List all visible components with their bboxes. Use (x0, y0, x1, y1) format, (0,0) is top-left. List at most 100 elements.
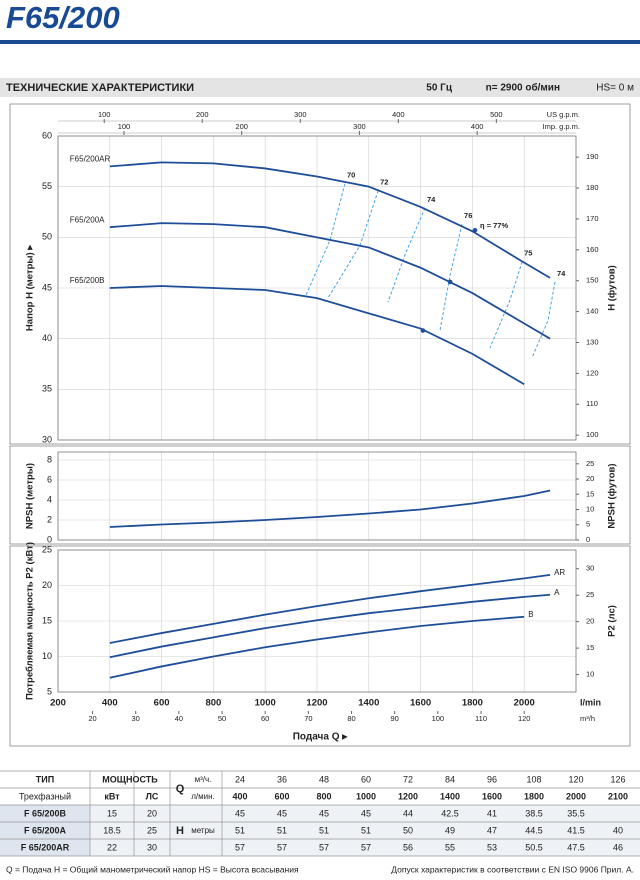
top-tick-label: 300 (294, 110, 307, 119)
y2-tick-label: 160 (586, 245, 599, 254)
efficiency-line (387, 207, 426, 303)
y-axis-title: Потребляемая мощность P2 (кВт) (25, 542, 36, 700)
column-header: л/мин. (191, 792, 215, 801)
x-tick-label: 1600 (410, 698, 431, 709)
head-value: 49 (445, 825, 455, 835)
curve-label: F65/200A (70, 215, 105, 224)
head-value: 45 (235, 808, 245, 818)
bottom-tick-label: 80 (347, 714, 355, 723)
power-kw: 15 (107, 808, 117, 818)
y-axis-title: NPSH (метры) (25, 463, 36, 529)
x-tick-label: 2000 (514, 698, 535, 709)
bep-point (472, 227, 478, 233)
x-tick-label: 200 (50, 698, 66, 709)
panel (9, 545, 631, 747)
efficiency-label: 74 (427, 195, 436, 204)
curve (109, 593, 551, 659)
top-tick-label: 100 (98, 110, 111, 119)
head-value: 51 (235, 825, 245, 835)
y-tick-label: 25 (42, 544, 52, 554)
head-value: 53 (487, 842, 497, 852)
top-axis-title: Imp. g.p.m. (542, 122, 580, 131)
head-value: 42.5 (441, 808, 459, 818)
efficiency-line (304, 183, 346, 298)
y-tick-label: 30 (42, 434, 52, 444)
flow-m3h: 96 (487, 774, 497, 784)
flow-lmin: 2100 (608, 791, 628, 801)
curve-label: AR (554, 568, 565, 577)
head-value: 45 (319, 808, 329, 818)
flow-m3h: 126 (610, 774, 625, 784)
head-value: 40 (613, 825, 623, 835)
y-tick-label: 4 (47, 494, 52, 504)
bottom-tick-label: 110 (475, 714, 487, 723)
panel (9, 445, 631, 545)
efficiency-label: 70 (347, 171, 355, 180)
efficiency-line (439, 224, 463, 331)
bottom-tick-label: 90 (391, 714, 399, 723)
y2-axis-title: H (футов) (607, 265, 618, 311)
head-value: 35.5 (567, 808, 585, 818)
top-tick-label: 500 (490, 110, 503, 119)
head-value: 51 (277, 825, 287, 835)
footer-right: Допуск характеристик в соответствии с EN… (391, 864, 634, 874)
flow-lmin: 1800 (524, 791, 544, 801)
y2-tick-label: 5 (586, 520, 590, 529)
top-tick-label: 300 (353, 122, 366, 131)
y2-tick-label: 170 (586, 214, 599, 223)
head-value: 57 (319, 842, 329, 852)
head-value: 45 (361, 808, 371, 818)
efficiency-label: 74 (557, 269, 566, 278)
bottom-tick-label: 100 (432, 714, 445, 723)
speed: n= 2900 об/мин (486, 82, 560, 94)
pump-type: F 65/200A (24, 825, 67, 835)
head-value: 50.5 (525, 842, 543, 852)
flow-m3h: 108 (526, 774, 541, 784)
x-tick-label: 1400 (358, 698, 379, 709)
flow-lmin: 1000 (356, 791, 376, 801)
bottom-axis-unit: m³/h (580, 714, 595, 723)
y2-axis-title: P2 (лс) (607, 605, 618, 637)
column-header: метры (191, 826, 215, 835)
y-tick-label: 5 (47, 686, 52, 696)
y-tick-label: 50 (42, 232, 52, 242)
head-value: 50 (403, 825, 413, 835)
y-tick-label: 40 (42, 333, 52, 343)
x-tick-label: 1000 (255, 698, 276, 709)
power-hp: 20 (147, 808, 157, 818)
curve-label: A (554, 588, 560, 597)
flow-m3h: 24 (235, 774, 245, 784)
title-bar (0, 40, 640, 44)
flow-m3h: 48 (319, 774, 329, 784)
y2-axis-title: NPSH (футов) (607, 463, 618, 528)
flow-m3h: 84 (445, 774, 455, 784)
efficiency-line (489, 261, 523, 348)
y-tick-label: 0 (47, 534, 52, 544)
x-axis-title: Подача Q ▸ (293, 732, 349, 743)
head-value: 56 (403, 842, 413, 852)
y2-tick-label: 190 (586, 152, 599, 161)
y-tick-label: 15 (42, 615, 52, 625)
y2-tick-label: 0 (586, 535, 590, 544)
table-bg (0, 805, 90, 856)
y-tick-label: 2 (47, 514, 52, 524)
bottom-tick-label: 60 (261, 714, 269, 723)
y2-tick-label: 10 (586, 670, 594, 679)
flow-m3h: 60 (361, 774, 371, 784)
efficiency-label: 75 (524, 249, 532, 258)
power-kw: 22 (107, 842, 117, 852)
y2-tick-label: 120 (586, 368, 599, 377)
plot-frame (57, 451, 577, 541)
top-tick-label: 200 (196, 110, 209, 119)
y-tick-label: 45 (42, 282, 52, 292)
head-value: 51 (361, 825, 371, 835)
pump-type: F 65/200AR (21, 842, 70, 852)
curve-label: F65/200AR (70, 155, 111, 164)
head-value: 45 (277, 808, 287, 818)
y2-tick-label: 10 (586, 505, 594, 514)
y2-tick-label: 180 (586, 183, 599, 192)
efficiency-label: 76 (464, 211, 472, 220)
title: F65/200 (6, 0, 120, 35)
head-value: 38.5 (525, 808, 543, 818)
y-tick-label: 55 (42, 181, 52, 191)
